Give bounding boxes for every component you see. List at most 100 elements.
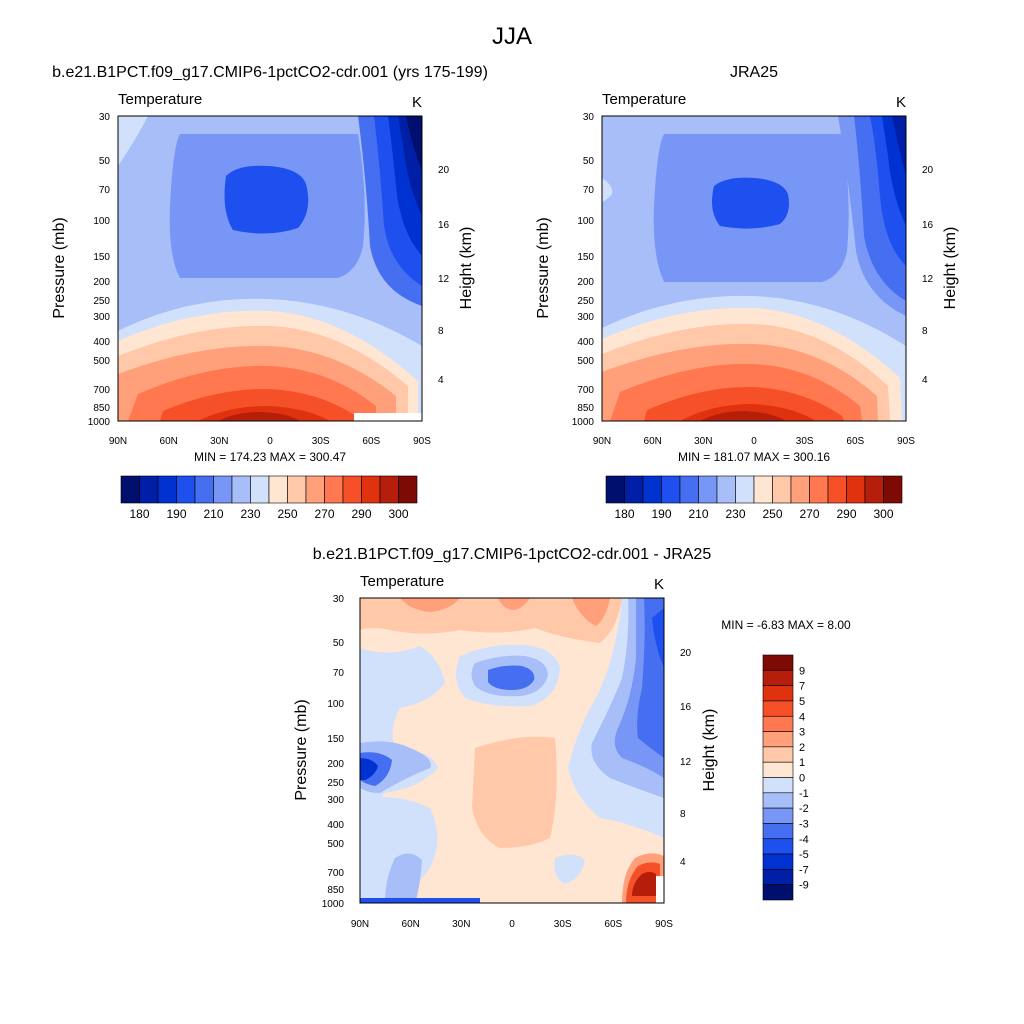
y2tick-label: 20 (922, 165, 934, 176)
band-neg-jet-3 (360, 758, 378, 780)
colorbar-label: 290 (351, 507, 371, 521)
colorbar-label: -3 (799, 818, 809, 830)
colorbar-label: 2 (799, 742, 805, 754)
colorbar-swatch (762, 869, 794, 885)
colorbar-label: -2 (799, 803, 809, 815)
y2tick-label: 8 (438, 326, 444, 337)
colorbar-swatch (679, 475, 699, 504)
colorbar-swatch (762, 685, 794, 702)
panel-model-yticks: 30 50 70 100 150 200 250 300 400 500 700… (88, 112, 111, 428)
panel-obs-title: JRA25 (730, 64, 778, 81)
colorbar-swatch (361, 475, 381, 504)
panel-model-subtitle-right: K (412, 94, 422, 111)
colorbar-swatch (762, 761, 794, 778)
panel-model-y2ticks: 20 16 12 8 4 (438, 165, 450, 386)
ytick-label: 70 (583, 185, 595, 196)
panel-diff-subtitle-left: Temperature (360, 573, 444, 590)
ytick-label: 100 (327, 699, 344, 710)
colorbar-label: 190 (651, 507, 671, 521)
panel-obs-y2ticks: 20 16 12 8 4 (922, 165, 934, 386)
panel-obs-stats: MIN = 181.07 MAX = 300.16 (678, 450, 830, 464)
colorbar-label: -9 (799, 880, 809, 892)
xtick-label: 60N (402, 919, 420, 930)
colorbar-swatch (883, 475, 903, 504)
panel-obs-colorbar: 180 190 210 230 250 270 290 300 (605, 475, 903, 521)
ytick-label: 150 (327, 734, 344, 745)
xtick-label: 60S (846, 436, 864, 447)
colorbar-swatch (157, 475, 177, 504)
y2tick-label: 20 (438, 165, 450, 176)
band-sh-cold-5 (406, 116, 422, 171)
band-neg-upper-3 (488, 665, 535, 690)
colorbar-swatch (762, 731, 794, 748)
colorbar-swatch (762, 853, 794, 870)
colorbar-label: -7 (799, 864, 809, 876)
xtick-label: 30N (210, 436, 228, 447)
ytick-label: 1000 (88, 417, 111, 428)
panel-obs-frame (601, 115, 907, 422)
panel-obs-field (602, 116, 906, 421)
colorbar-label: 190 (166, 507, 186, 521)
band-pale-upper-left (602, 178, 613, 202)
y2tick-label: 4 (922, 375, 928, 386)
colorbar-label: 4 (799, 711, 805, 723)
colorbar-swatch (324, 475, 344, 504)
band-neg-low-bottom (360, 898, 480, 903)
main-title: JJA (492, 23, 532, 50)
ytick-label: 250 (93, 296, 110, 307)
panel-obs-y2label: Height (km) (942, 227, 959, 310)
xtick-label: 30S (554, 919, 572, 930)
colorbar-swatch (287, 475, 307, 504)
band-sh-cold-5 (892, 116, 906, 176)
xtick-label: 30S (796, 436, 814, 447)
colorbar-label: 300 (388, 507, 408, 521)
band-pos-trop (472, 736, 557, 848)
panel-diff-y2ticks: 20 16 12 8 4 (680, 648, 692, 868)
panel-model: b.e21.B1PCT.f09_g17.CMIP6-1pctCO2-cdr.00… (51, 64, 488, 521)
y2tick-label: 12 (922, 274, 934, 285)
xtick-label: 0 (267, 436, 273, 447)
panel-diff-plot: 90N 60N 30N 0 30S 60S 90S 30 50 70 100 1… (293, 594, 851, 930)
panel-diff-yticks: 30 50 70 100 150 200 250 300 400 500 700… (322, 594, 345, 910)
colorbar-swatch (642, 475, 662, 504)
colorbar-swatch (762, 792, 794, 809)
ytick-label: 400 (93, 337, 110, 348)
colorbar-label: 290 (836, 507, 856, 521)
colorbar-swatch (846, 475, 866, 504)
panel-model-colorbar: 180 190 210 230 250 270 290 300 (120, 475, 418, 521)
panel-model-y2label: Height (km) (458, 227, 475, 310)
band-warm-7 (700, 411, 786, 421)
panel-obs: JRA25 Temperature K (535, 64, 959, 521)
colorbar-swatch (809, 475, 829, 504)
ytick-label: 100 (577, 216, 594, 227)
missing-data-patch (656, 876, 664, 903)
colorbar-label: -5 (799, 849, 809, 861)
ytick-label: 150 (93, 252, 110, 263)
panel-obs-subtitle-right: K (896, 94, 906, 111)
ytick-label: 200 (577, 277, 594, 288)
colorbar-swatch (398, 475, 418, 504)
panel-diff-field (360, 598, 664, 903)
colorbar-swatch (762, 670, 794, 686)
colorbar-swatch (268, 475, 288, 504)
colorbar-swatch (379, 475, 399, 504)
y2tick-label: 12 (438, 274, 450, 285)
band-pos-sh-low-3 (632, 872, 656, 896)
band-tropopause-cold (712, 177, 789, 229)
colorbar-swatch (735, 475, 755, 504)
colorbar-label: 7 (799, 681, 805, 693)
colorbar-swatch (605, 475, 625, 504)
y2tick-label: 16 (680, 702, 692, 713)
colorbar-swatch (139, 475, 159, 504)
panel-obs-subtitle-left: Temperature (602, 91, 686, 108)
band-tropopause-cold (224, 165, 309, 234)
colorbar-label: 1 (799, 757, 805, 769)
ytick-label: 70 (99, 185, 111, 196)
ytick-label: 500 (577, 356, 594, 367)
ytick-label: 200 (93, 277, 110, 288)
panel-diff-title: b.e21.B1PCT.f09_g17.CMIP6-1pctCO2-cdr.00… (313, 546, 712, 563)
colorbar-swatch (864, 475, 884, 504)
band-pos-top-3 (498, 598, 530, 610)
xtick-label: 90N (109, 436, 127, 447)
